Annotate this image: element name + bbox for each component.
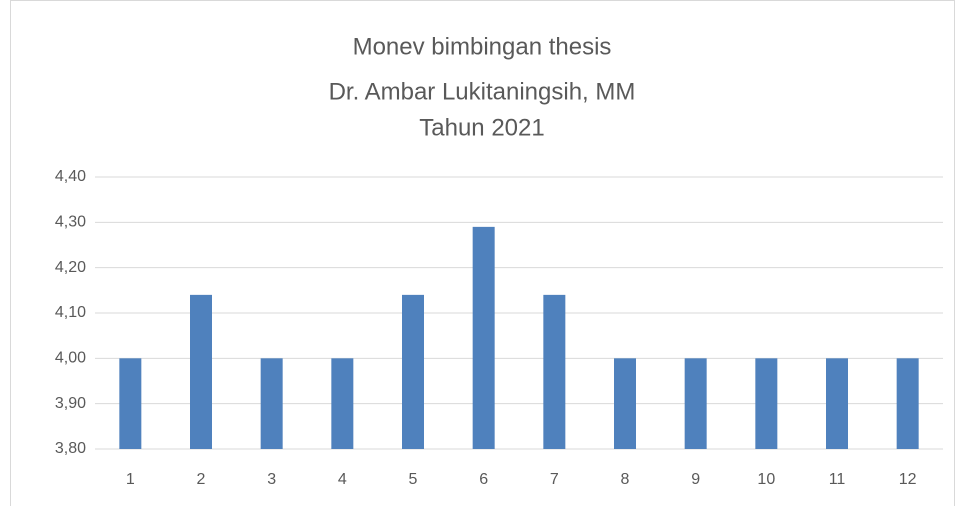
x-tick-label: 5	[409, 471, 418, 488]
x-tick-label: 1	[126, 471, 135, 488]
bar	[896, 358, 919, 449]
x-tick-label: 8	[621, 471, 630, 488]
bar	[614, 358, 636, 449]
chart-title: Tahun 2021	[419, 114, 544, 141]
y-tick-label: 3,90	[55, 395, 86, 412]
x-tick-label: 7	[550, 471, 559, 488]
y-tick-label: 4,20	[55, 259, 86, 276]
x-tick-label: 11	[829, 471, 846, 488]
x-tick-label: 4	[338, 471, 347, 488]
y-tick-label: 4,40	[55, 168, 86, 185]
y-tick-label: 3,80	[55, 440, 86, 457]
bar	[826, 358, 848, 449]
x-tick-label: 2	[197, 471, 206, 488]
x-tick-label: 10	[757, 471, 775, 488]
y-tick-label: 4,30	[55, 214, 86, 231]
x-tick-label: 3	[267, 471, 276, 488]
bar	[402, 294, 424, 449]
chart-title: Dr. Ambar Lukitaningsih, MM	[329, 78, 636, 105]
bar	[119, 358, 142, 449]
chart-title: Monev bimbingan thesis	[353, 33, 612, 60]
y-tick-label: 4,00	[55, 350, 86, 367]
bar	[543, 294, 566, 449]
x-tick-label: 9	[691, 471, 700, 488]
bar	[331, 358, 354, 449]
bar	[472, 226, 495, 449]
bar	[684, 358, 707, 449]
bar	[190, 294, 212, 449]
y-tick-label: 4,10	[55, 304, 86, 321]
x-tick-label: 6	[479, 471, 488, 488]
bar	[755, 358, 778, 449]
bar	[260, 358, 283, 449]
x-tick-label: 12	[899, 471, 917, 488]
